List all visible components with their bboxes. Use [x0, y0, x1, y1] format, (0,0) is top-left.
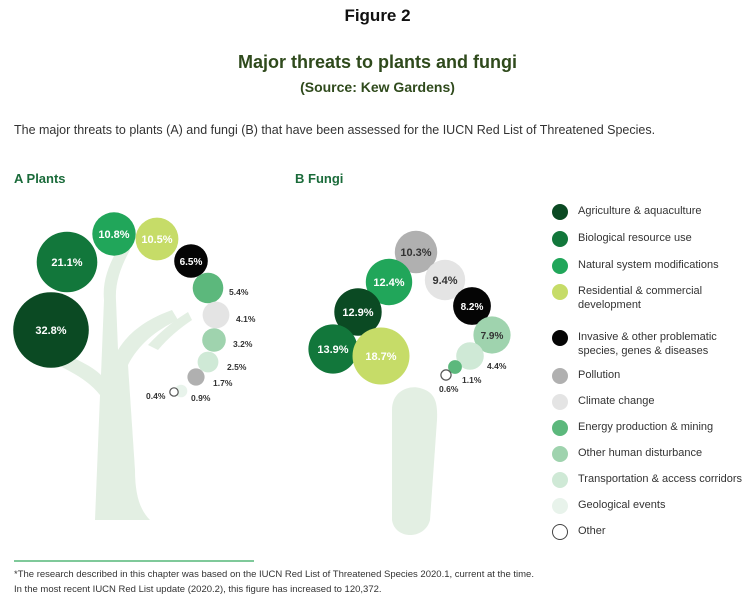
- fungi-data-label-9: 1.1%: [462, 375, 482, 385]
- tree-backgrounds: [48, 245, 438, 535]
- fungi-bubble-9: [448, 360, 462, 374]
- data-labels: 32.8% 21.1% 10.8% 10.5% 6.5% 5.4% 4.1% 3.2% 2.5%…: [35, 229, 506, 403]
- fungi-bubble-7: [352, 327, 410, 385]
- legend-swatch-9: [552, 472, 568, 488]
- legend-item-4: Invasive & other problematic species, ge…: [552, 330, 748, 358]
- legend-swatch-0: [552, 204, 568, 220]
- fungi-data-label-5: 7.9%: [481, 331, 504, 342]
- chart-caption: The major threats to plants (A) and fung…: [14, 123, 656, 137]
- fungi-data-label-4: 8.2%: [461, 302, 484, 313]
- legend-label-1: Biological resource use: [578, 232, 692, 244]
- figure-label: Figure 2: [344, 6, 411, 25]
- fungi-data-label-7: 18.7%: [365, 351, 396, 363]
- legend-swatch-1: [552, 231, 568, 247]
- plant-data-label-2: 10.8%: [98, 229, 129, 241]
- plant-data-label-9: 1.7%: [213, 378, 233, 388]
- legend-item-11: Other: [552, 524, 748, 540]
- legend-item-1: Biological resource use: [552, 231, 748, 247]
- legend-swatch-11: [552, 524, 568, 540]
- fungi-bubble-4: [453, 287, 491, 325]
- plant-data-label-1: 21.1%: [51, 257, 82, 269]
- panel-title-fungi: B Fungi: [295, 171, 344, 186]
- bubbles: [13, 212, 511, 398]
- legend-label-9: Transportation & access corridors: [578, 473, 743, 485]
- legend-swatch-2: [552, 258, 568, 274]
- legend-swatch-4: [552, 330, 568, 346]
- plant-data-label-6: 4.1%: [236, 314, 256, 324]
- legend-item-8: Other human disturbance: [552, 446, 748, 462]
- fungi-data-label-0: 10.3%: [400, 247, 431, 259]
- chart-source: (Source: Kew Gardens): [300, 79, 455, 95]
- plant-bubble-9: [187, 368, 205, 386]
- plant-data-label-11: 0.4%: [146, 391, 166, 401]
- fungi-bubble-2: [365, 258, 413, 306]
- legend-swatch-10: [552, 498, 568, 514]
- fungi-data-label-1: 9.4%: [432, 275, 457, 287]
- fungi-data-label-3: 12.9%: [342, 307, 373, 319]
- legend-item-2: Natural system modifications: [552, 258, 748, 274]
- footnote-1: *The research described in this chapter …: [14, 569, 534, 580]
- plant-tree-silhouette: [48, 245, 178, 520]
- legend-swatch-5: [552, 368, 568, 384]
- legend-label-0: Agriculture & aquaculture: [578, 205, 702, 217]
- legend-label-10: Geological events: [578, 499, 666, 511]
- plant-bubble-7: [202, 328, 226, 352]
- legend-label-6: Climate change: [578, 395, 655, 407]
- legend-label-8: Other human disturbance: [578, 447, 703, 459]
- fungi-data-label-10: 0.6%: [439, 384, 459, 394]
- plant-bubble-1: [36, 231, 98, 293]
- plant-bubble-6: [202, 301, 230, 329]
- legend-label-5: Pollution: [578, 369, 621, 381]
- fungi-bubble-0: [394, 230, 438, 274]
- fungi-bubble-5: [473, 316, 511, 354]
- plant-data-label-10: 0.9%: [191, 393, 211, 403]
- plant-data-label-5: 5.4%: [229, 287, 249, 297]
- fungi-stem-silhouette: [392, 387, 438, 535]
- plant-bubble-8: [197, 351, 219, 373]
- legend-item-9: Transportation & access corridors: [552, 472, 748, 488]
- plant-data-label-3: 10.5%: [141, 234, 172, 246]
- plant-data-label-0: 32.8%: [35, 325, 66, 337]
- plant-bubble-3: [135, 217, 179, 261]
- fungi-bubble-10: [440, 369, 452, 381]
- fungi-data-label-6: 13.9%: [317, 344, 348, 356]
- fungi-bubble-3: [334, 288, 382, 336]
- plant-data-label-7: 3.2%: [233, 339, 253, 349]
- legend-swatch-6: [552, 394, 568, 410]
- legend-swatch-7: [552, 420, 568, 436]
- legend-label-4: Invasive & other problematic species, ge…: [578, 331, 717, 357]
- legend-label-11: Other: [578, 525, 606, 537]
- legend-label-3: Residential & commercial development: [578, 285, 703, 311]
- legend-item-5: Pollution: [552, 368, 748, 384]
- legend-swatch-8: [552, 446, 568, 462]
- chart-title: Major threats to plants and fungi: [237, 52, 517, 72]
- fungi-data-label-2: 12.4%: [373, 277, 404, 289]
- legend-label-7: Energy production & mining: [578, 421, 714, 433]
- plant-bubble-5: [192, 272, 224, 304]
- plant-data-label-8: 2.5%: [227, 362, 247, 372]
- fungi-bubble-1: [424, 259, 466, 301]
- legend-item-6: Climate change: [552, 394, 748, 410]
- legend-swatch-3: [552, 284, 568, 300]
- fungi-data-label-8: 4.4%: [487, 361, 507, 371]
- plant-bubble-2: [92, 212, 136, 256]
- footnote-2: In the most recent IUCN Red List update …: [14, 584, 382, 595]
- plant-bubble-11: [169, 387, 179, 397]
- plant-tree-branch: [148, 312, 192, 350]
- legend-item-0: Agriculture & aquaculture: [552, 204, 748, 220]
- footer-divider: [14, 560, 254, 562]
- panel-title-plants: A Plants: [14, 171, 66, 186]
- fungi-bubble-8: [456, 342, 484, 370]
- fungi-bubble-6: [308, 324, 358, 374]
- legend-item-7: Energy production & mining: [552, 420, 748, 436]
- plant-data-label-4: 6.5%: [180, 257, 203, 268]
- plant-bubble-0: [13, 292, 89, 368]
- plant-bubble-4: [174, 244, 208, 278]
- legend-item-10: Geological events: [552, 498, 748, 514]
- legend-label-2: Natural system modifications: [578, 259, 719, 271]
- legend-item-3: Residential & commercial development: [552, 284, 748, 312]
